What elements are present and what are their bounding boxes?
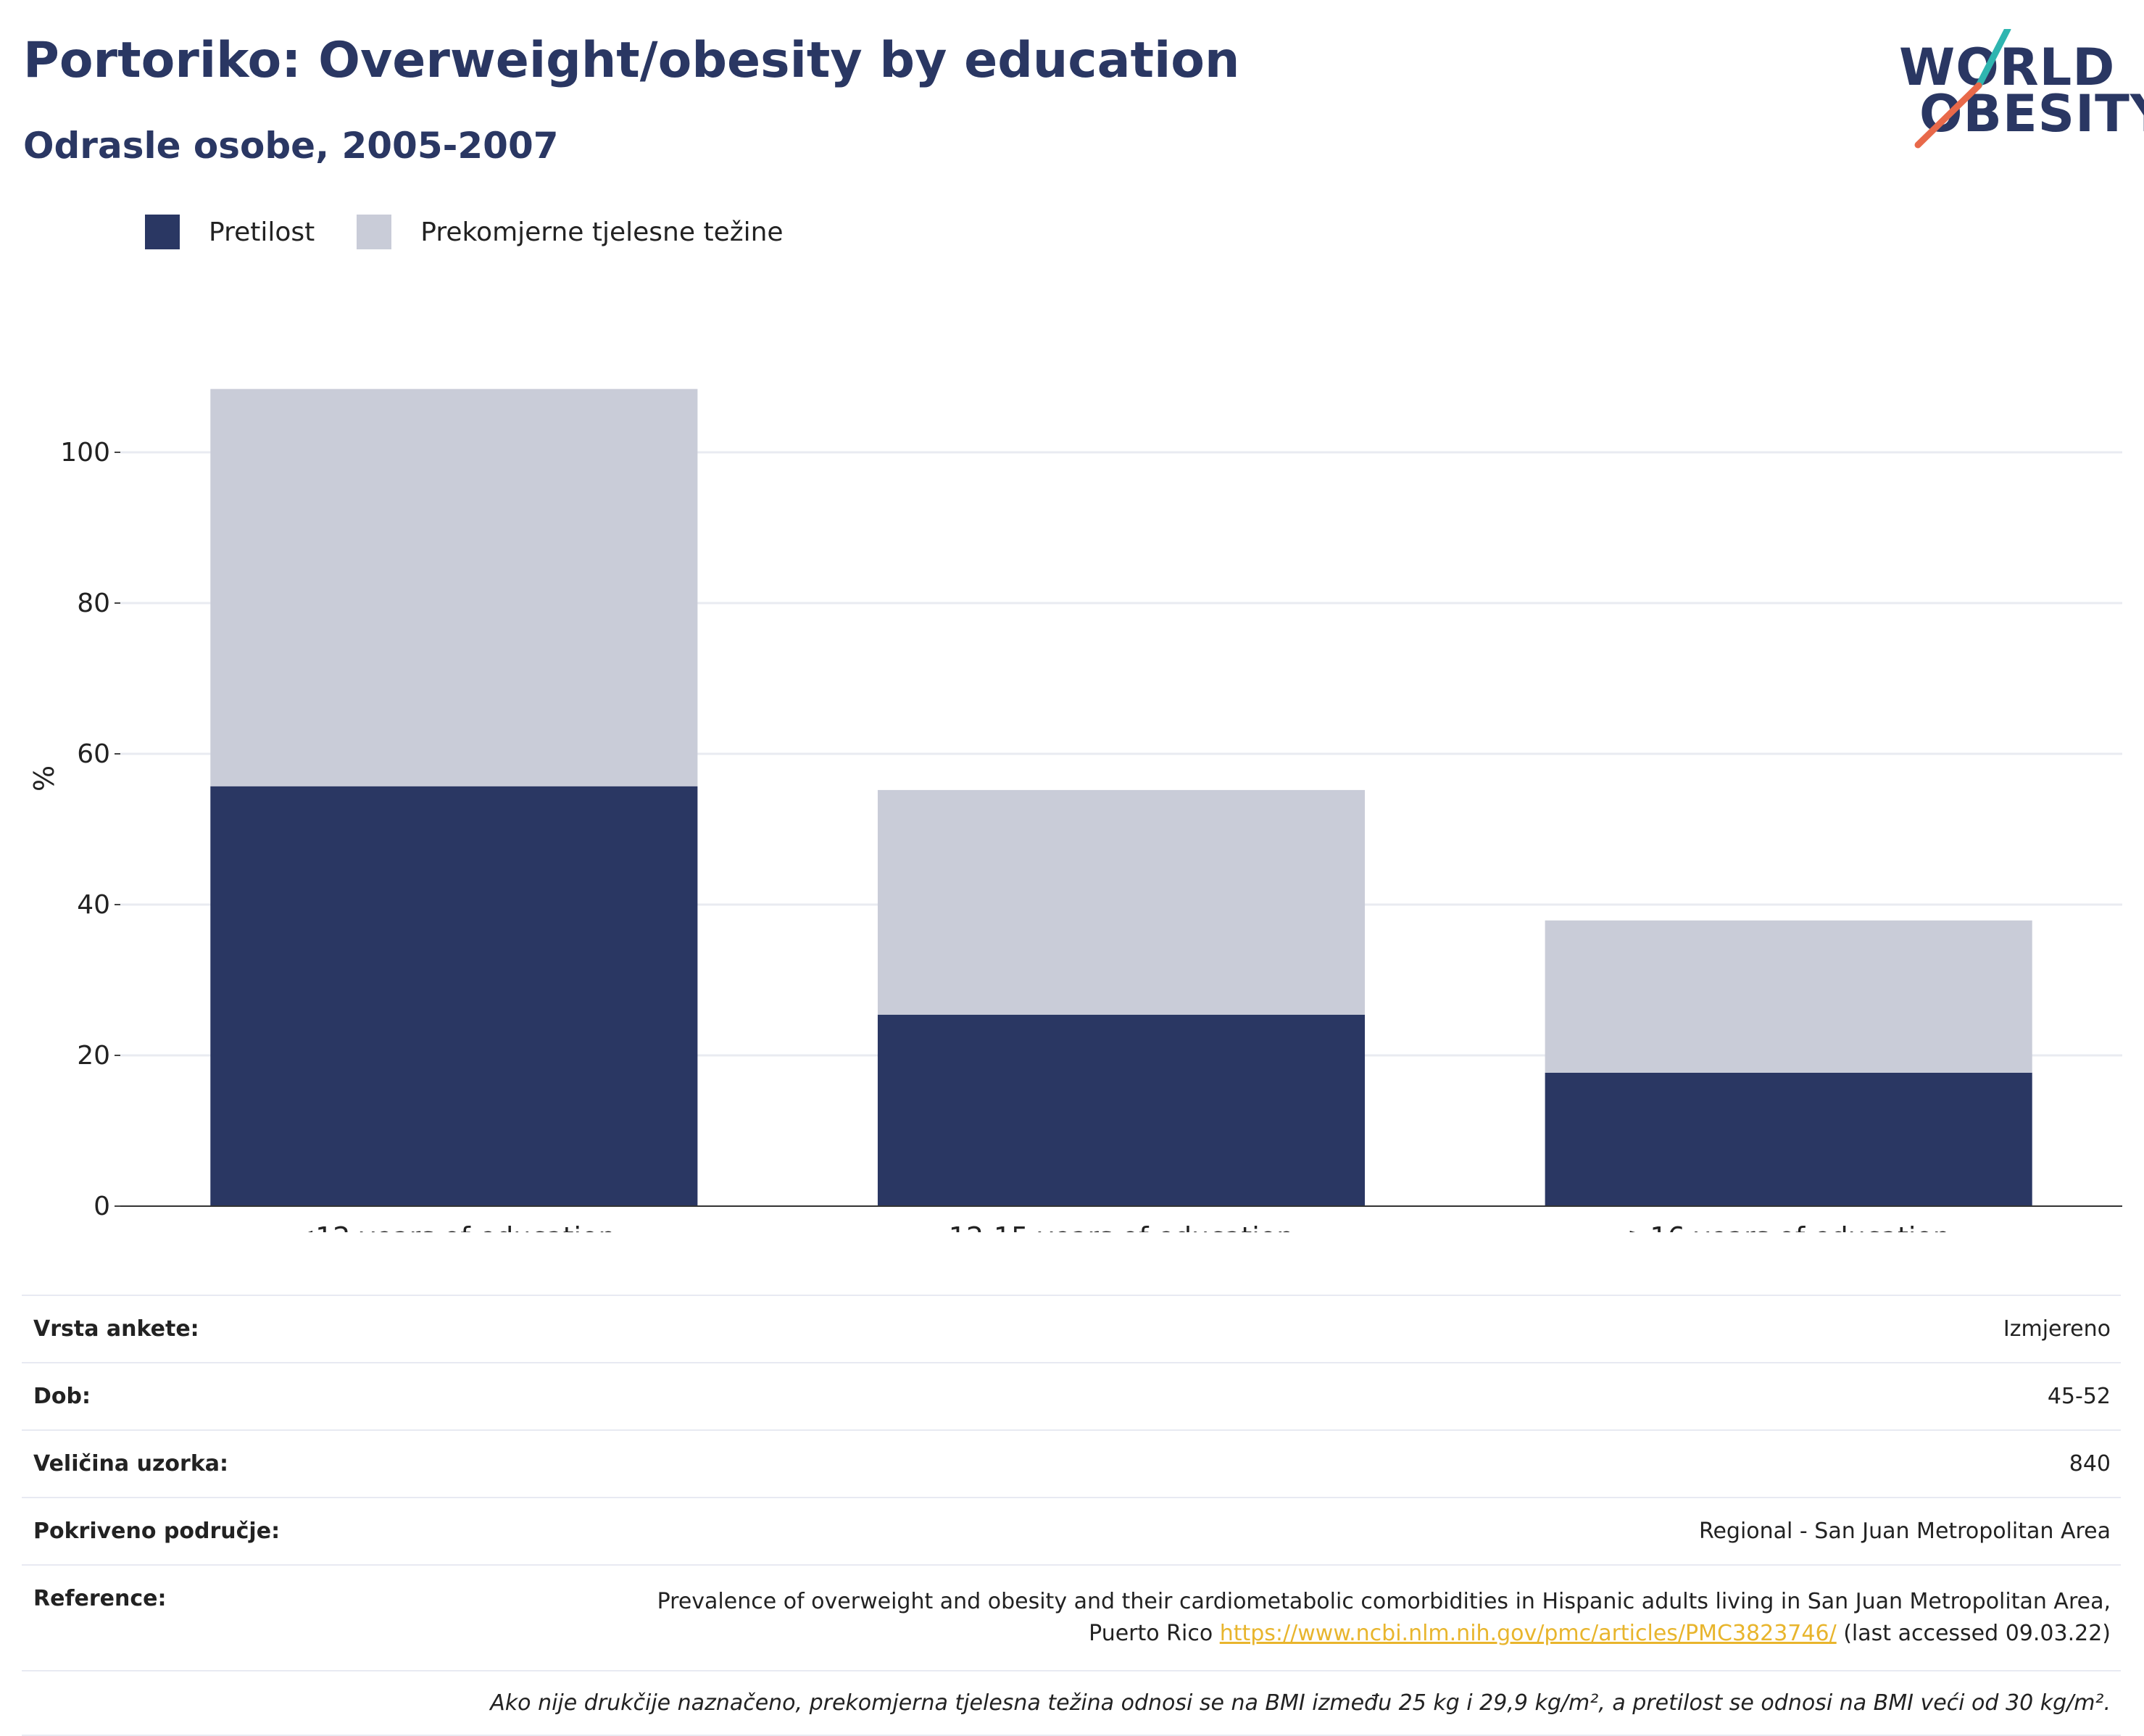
info-row-survey-type: Vrsta ankete: Izmjereno — [22, 1295, 2121, 1362]
chart-title: Portoriko: Overweight/obesity by educati… — [23, 32, 1240, 89]
y-tick-label: 0 — [94, 1192, 110, 1221]
reference-link[interactable]: https://www.ncbi.nlm.nih.gov/pmc/article… — [1219, 1621, 1837, 1646]
legend-item-overweight[interactable]: Prekomjerne tjelesne težine — [357, 215, 784, 249]
info-value: 45-52 — [2047, 1384, 2111, 1409]
x-tick-label: <12 years of education — [292, 1221, 615, 1232]
x-tick-label: 12-15 years of education — [949, 1221, 1294, 1232]
reference-line-2-suffix: (last accessed 09.03.22) — [1836, 1621, 2111, 1646]
y-tick-label: 40 — [77, 890, 110, 920]
chart-legend: Pretilost Prekomjerne tjelesne težine — [145, 215, 826, 249]
survey-info-table: Vrsta ankete: Izmjereno Dob: 45-52 Velič… — [22, 1295, 2121, 1736]
y-tick-label: 100 — [60, 438, 110, 468]
legend-item-obesity[interactable]: Pretilost — [145, 215, 315, 249]
reference-text: Prevalence of overweight and obesity and… — [657, 1586, 2111, 1650]
logo-slash-icon — [1914, 29, 2011, 149]
legend-label-obesity: Pretilost — [209, 217, 315, 247]
bar-overweight — [1545, 920, 2032, 1073]
world-obesity-logo: WORLD OBESITY — [1892, 29, 2144, 152]
logo-line-1: WORLD — [1899, 38, 2116, 97]
y-axis-label: % — [28, 765, 60, 792]
info-key: Pokriveno područje: — [33, 1519, 281, 1544]
y-tick-label: 60 — [77, 739, 110, 769]
info-key: Reference: — [33, 1586, 167, 1611]
info-row-area-covered: Pokriveno područje: Regional - San Juan … — [22, 1497, 2121, 1564]
y-tick-label: 20 — [77, 1041, 110, 1071]
info-key: Veličina uzorka: — [33, 1451, 229, 1477]
bar-obesity — [210, 786, 698, 1206]
info-value: Regional - San Juan Metropolitan Area — [1698, 1519, 2111, 1544]
legend-label-overweight: Prekomjerne tjelesne težine — [420, 217, 784, 247]
bar-obesity — [1545, 1072, 2032, 1206]
bar-overweight — [210, 389, 698, 786]
info-row-reference: Reference: Prevalence of overweight and … — [22, 1564, 2121, 1670]
info-key: Dob: — [33, 1384, 91, 1409]
logo-line-2: OBESITY — [1919, 84, 2144, 144]
legend-swatch-obesity — [145, 215, 180, 249]
info-row-age: Dob: 45-52 — [22, 1362, 2121, 1429]
legend-swatch-overweight — [357, 215, 392, 249]
info-key: Vrsta ankete: — [33, 1316, 199, 1342]
info-value: 840 — [2069, 1451, 2111, 1477]
bar-obesity — [877, 1014, 1366, 1206]
bar-chart: 0 20 40 60 80 100% <12 years of education 12-15… — [28, 389, 2122, 1232]
x-tick-label: ≥16 years of education — [1627, 1221, 1950, 1232]
bar-overweight — [877, 789, 1366, 1015]
bmi-definition-note: Ako nije drukčije naznačeno, prekomjerna… — [22, 1670, 2121, 1736]
y-tick-label: 80 — [77, 589, 110, 618]
chart-subtitle: Odrasle osobe, 2005-2007 — [23, 125, 559, 167]
info-row-sample-size: Veličina uzorka: 840 — [22, 1429, 2121, 1497]
info-value: Izmjereno — [2003, 1316, 2111, 1342]
reference-line-2-prefix: Puerto Rico — [1089, 1621, 1220, 1646]
reference-line-1: Prevalence of overweight and obesity and… — [657, 1589, 2111, 1614]
